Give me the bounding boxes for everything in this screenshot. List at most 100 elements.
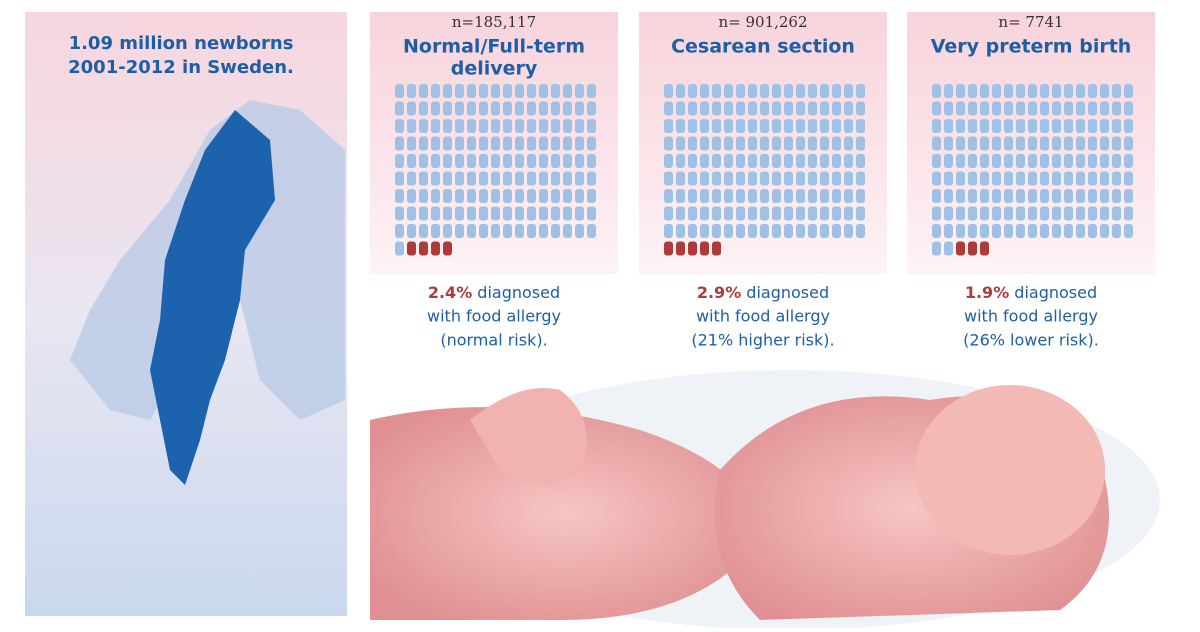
child-icon bbox=[431, 154, 440, 168]
child-icon bbox=[467, 136, 476, 151]
child-icon bbox=[968, 119, 977, 133]
child-icon bbox=[748, 136, 757, 151]
child-icon bbox=[419, 136, 428, 151]
child-icon bbox=[1028, 84, 1037, 98]
child-icon bbox=[844, 154, 853, 168]
child-icon bbox=[796, 206, 805, 221]
child-icon bbox=[587, 136, 596, 151]
child-icon bbox=[820, 136, 829, 151]
child-icon bbox=[1052, 224, 1061, 238]
child-icon bbox=[932, 189, 941, 203]
percent-label: 2.9% bbox=[697, 283, 741, 302]
child-icon bbox=[431, 136, 440, 151]
child-icon bbox=[407, 84, 416, 98]
child-icon bbox=[563, 136, 572, 151]
child-icon bbox=[1100, 154, 1109, 168]
child-icon bbox=[1004, 189, 1013, 203]
child-icon bbox=[527, 101, 536, 116]
child-icon bbox=[1028, 101, 1037, 116]
child-icon bbox=[700, 206, 709, 221]
child-icon bbox=[467, 84, 476, 98]
child-icon bbox=[1124, 189, 1133, 203]
child-icon bbox=[796, 189, 805, 203]
child-icon bbox=[736, 154, 745, 168]
caption: 2.4% diagnosed bbox=[428, 283, 560, 302]
child-icon bbox=[395, 119, 404, 133]
child-icon bbox=[700, 101, 709, 116]
child-icon bbox=[688, 119, 697, 133]
child-icon bbox=[1088, 206, 1097, 221]
child-icon bbox=[1124, 224, 1133, 238]
child-icon bbox=[736, 189, 745, 203]
baby-legs bbox=[470, 388, 587, 485]
child-icon bbox=[1040, 101, 1049, 116]
child-icon bbox=[503, 84, 512, 98]
child-icon bbox=[575, 224, 584, 238]
child-icon bbox=[431, 84, 440, 98]
child-icon bbox=[527, 224, 536, 238]
child-icon bbox=[527, 119, 536, 133]
child-icon bbox=[944, 189, 953, 203]
child-icon bbox=[748, 84, 757, 98]
child-icon bbox=[664, 101, 673, 116]
child-icon bbox=[1064, 84, 1073, 98]
child-icon bbox=[944, 171, 953, 186]
child-icon bbox=[956, 206, 965, 221]
child-icon bbox=[932, 136, 941, 151]
child-icon bbox=[539, 189, 548, 203]
child-icon bbox=[1088, 154, 1097, 168]
child-icon bbox=[479, 136, 488, 151]
child-icon bbox=[515, 206, 524, 221]
child-icon bbox=[527, 154, 536, 168]
child-icon bbox=[515, 84, 524, 98]
child-icon bbox=[395, 206, 404, 221]
child-icon bbox=[479, 224, 488, 238]
child-icon bbox=[539, 84, 548, 98]
child-icon bbox=[479, 171, 488, 186]
child-icon bbox=[419, 154, 428, 168]
child-icon bbox=[992, 136, 1001, 151]
child-icon bbox=[443, 206, 452, 221]
child-icon bbox=[772, 154, 781, 168]
child-icon bbox=[479, 154, 488, 168]
child-icon bbox=[772, 119, 781, 133]
child-icon bbox=[1124, 206, 1133, 221]
child-icon bbox=[980, 224, 989, 238]
child-icon bbox=[944, 206, 953, 221]
child-icon bbox=[808, 189, 817, 203]
child-icon bbox=[539, 154, 548, 168]
child-icon bbox=[772, 136, 781, 151]
child-icon bbox=[527, 171, 536, 186]
child-icon bbox=[539, 101, 548, 116]
child-icon bbox=[664, 136, 673, 151]
child-icon bbox=[1016, 119, 1025, 133]
child-icon bbox=[700, 189, 709, 203]
child-icon bbox=[796, 136, 805, 151]
child-icon bbox=[1124, 154, 1133, 168]
child-icon bbox=[844, 119, 853, 133]
child-icon bbox=[563, 84, 572, 98]
child-icon bbox=[980, 206, 989, 221]
allergy-icon bbox=[980, 241, 989, 256]
child-icon bbox=[455, 206, 464, 221]
child-icon bbox=[832, 84, 841, 98]
child-icon bbox=[808, 84, 817, 98]
allergy-icon bbox=[712, 241, 721, 256]
child-icon bbox=[760, 101, 769, 116]
child-icon bbox=[664, 119, 673, 133]
child-icon bbox=[712, 206, 721, 221]
child-icon bbox=[748, 154, 757, 168]
child-icon bbox=[772, 206, 781, 221]
child-icon bbox=[1088, 84, 1097, 98]
child-icon bbox=[455, 119, 464, 133]
child-icon bbox=[419, 84, 428, 98]
map-title: 1.09 million newborns bbox=[69, 33, 294, 54]
child-icon bbox=[1028, 136, 1037, 151]
child-icon bbox=[1064, 154, 1073, 168]
child-icon bbox=[1016, 101, 1025, 116]
child-icon bbox=[832, 136, 841, 151]
child-icon bbox=[980, 189, 989, 203]
child-icon bbox=[760, 206, 769, 221]
child-icon bbox=[479, 189, 488, 203]
